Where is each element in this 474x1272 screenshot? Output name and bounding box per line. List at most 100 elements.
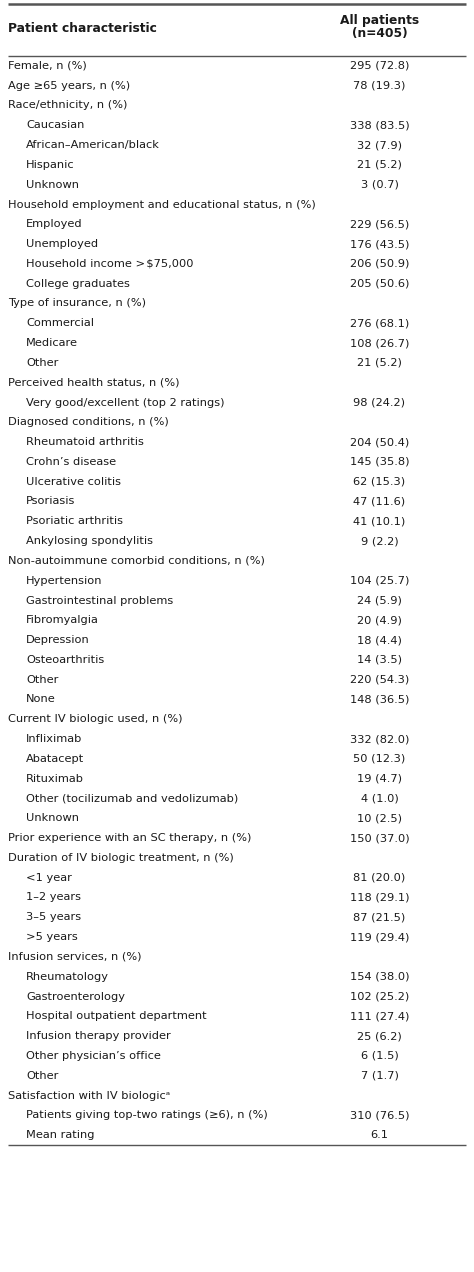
Text: 310 (76.5): 310 (76.5) (350, 1110, 409, 1121)
Text: Rheumatoid arthritis: Rheumatoid arthritis (26, 438, 144, 446)
Text: 229 (56.5): 229 (56.5) (350, 219, 409, 229)
Text: Hospital outpatient department: Hospital outpatient department (26, 1011, 207, 1021)
Text: 87 (21.5): 87 (21.5) (353, 912, 406, 922)
Text: 102 (25.2): 102 (25.2) (350, 991, 409, 1001)
Text: 4 (1.0): 4 (1.0) (361, 794, 398, 804)
Text: 41 (10.1): 41 (10.1) (353, 516, 406, 527)
Text: Non-autoimmune comorbid conditions, n (%): Non-autoimmune comorbid conditions, n (%… (8, 556, 265, 566)
Text: Depression: Depression (26, 635, 90, 645)
Text: African–American/black: African–American/black (26, 140, 160, 150)
Text: 118 (29.1): 118 (29.1) (350, 893, 409, 903)
Text: 14 (3.5): 14 (3.5) (357, 655, 402, 665)
Text: 81 (20.0): 81 (20.0) (353, 873, 406, 883)
Text: Unknown: Unknown (26, 179, 79, 190)
Text: None: None (26, 695, 56, 705)
Text: Psoriasis: Psoriasis (26, 496, 75, 506)
Text: 6.1: 6.1 (371, 1130, 389, 1140)
Text: 119 (29.4): 119 (29.4) (350, 932, 409, 943)
Text: 276 (68.1): 276 (68.1) (350, 318, 409, 328)
Text: 9 (2.2): 9 (2.2) (361, 536, 398, 546)
Text: Mean rating: Mean rating (26, 1130, 94, 1140)
Text: Ankylosing spondylitis: Ankylosing spondylitis (26, 536, 153, 546)
Text: Osteoarthritis: Osteoarthritis (26, 655, 104, 665)
Text: Caucasian: Caucasian (26, 121, 84, 130)
Text: Employed: Employed (26, 219, 82, 229)
Text: 25 (6.2): 25 (6.2) (357, 1032, 402, 1040)
Text: Other (tocilizumab and vedolizumab): Other (tocilizumab and vedolizumab) (26, 794, 238, 804)
Text: 32 (7.9): 32 (7.9) (357, 140, 402, 150)
Text: Psoriatic arthritis: Psoriatic arthritis (26, 516, 123, 527)
Text: Infliximab: Infliximab (26, 734, 82, 744)
Text: 204 (50.4): 204 (50.4) (350, 438, 409, 446)
Text: 205 (50.6): 205 (50.6) (350, 279, 409, 289)
Text: 78 (19.3): 78 (19.3) (353, 80, 406, 90)
Text: Crohn’s disease: Crohn’s disease (26, 457, 116, 467)
Text: 62 (15.3): 62 (15.3) (354, 477, 406, 487)
Text: 21 (5.2): 21 (5.2) (357, 160, 402, 170)
Text: 20 (4.9): 20 (4.9) (357, 616, 402, 626)
Text: Ulcerative colitis: Ulcerative colitis (26, 477, 121, 487)
Text: 98 (24.2): 98 (24.2) (354, 397, 405, 407)
Text: 3 (0.7): 3 (0.7) (361, 179, 399, 190)
Text: 6 (1.5): 6 (1.5) (361, 1051, 398, 1061)
Text: Other: Other (26, 1071, 58, 1081)
Text: Type of insurance, n (%): Type of insurance, n (%) (8, 299, 146, 309)
Text: Age ≥65 years, n (%): Age ≥65 years, n (%) (8, 80, 130, 90)
Text: 1–2 years: 1–2 years (26, 893, 81, 903)
Text: Unknown: Unknown (26, 813, 79, 823)
Text: Gastroenterology: Gastroenterology (26, 991, 125, 1001)
Text: 21 (5.2): 21 (5.2) (357, 357, 402, 368)
Text: Fibromyalgia: Fibromyalgia (26, 616, 99, 626)
Text: Commercial: Commercial (26, 318, 94, 328)
Text: 145 (35.8): 145 (35.8) (350, 457, 409, 467)
Text: 18 (4.4): 18 (4.4) (357, 635, 402, 645)
Text: (n=405): (n=405) (352, 27, 407, 39)
Text: Rheumatology: Rheumatology (26, 972, 109, 982)
Text: Race/ethnicity, n (%): Race/ethnicity, n (%) (8, 100, 128, 111)
Text: Medicare: Medicare (26, 338, 78, 349)
Text: Satisfaction with IV biologicᵃ: Satisfaction with IV biologicᵃ (8, 1090, 170, 1100)
Text: Household employment and educational status, n (%): Household employment and educational sta… (8, 200, 316, 210)
Text: 19 (4.7): 19 (4.7) (357, 773, 402, 784)
Text: 111 (27.4): 111 (27.4) (350, 1011, 409, 1021)
Text: 7 (1.7): 7 (1.7) (361, 1071, 399, 1081)
Text: Patient characteristic: Patient characteristic (8, 22, 157, 34)
Text: 3–5 years: 3–5 years (26, 912, 81, 922)
Text: 220 (54.3): 220 (54.3) (350, 674, 409, 684)
Text: Abatacept: Abatacept (26, 754, 84, 764)
Text: Infusion services, n (%): Infusion services, n (%) (8, 951, 142, 962)
Text: Infusion therapy provider: Infusion therapy provider (26, 1032, 171, 1040)
Text: 150 (37.0): 150 (37.0) (350, 833, 409, 843)
Text: Household income > $75,000: Household income > $75,000 (26, 259, 193, 268)
Text: Hypertension: Hypertension (26, 576, 102, 585)
Text: 47 (11.6): 47 (11.6) (354, 496, 406, 506)
Text: 10 (2.5): 10 (2.5) (357, 813, 402, 823)
Text: >5 years: >5 years (26, 932, 78, 943)
Text: 154 (38.0): 154 (38.0) (350, 972, 409, 982)
Text: 338 (83.5): 338 (83.5) (350, 121, 409, 130)
Text: Female, n (%): Female, n (%) (8, 61, 87, 71)
Text: Diagnosed conditions, n (%): Diagnosed conditions, n (%) (8, 417, 169, 427)
Text: 206 (50.9): 206 (50.9) (350, 259, 409, 268)
Text: All patients: All patients (340, 14, 419, 27)
Text: Unemployed: Unemployed (26, 239, 98, 249)
Text: Very good/excellent (top 2 ratings): Very good/excellent (top 2 ratings) (26, 397, 225, 407)
Text: 108 (26.7): 108 (26.7) (350, 338, 409, 349)
Text: <1 year: <1 year (26, 873, 72, 883)
Text: 176 (43.5): 176 (43.5) (350, 239, 409, 249)
Text: 332 (82.0): 332 (82.0) (350, 734, 409, 744)
Text: Hispanic: Hispanic (26, 160, 74, 170)
Text: Other: Other (26, 674, 58, 684)
Text: Rituximab: Rituximab (26, 773, 84, 784)
Text: Perceived health status, n (%): Perceived health status, n (%) (8, 378, 180, 388)
Text: 148 (36.5): 148 (36.5) (350, 695, 409, 705)
Text: 295 (72.8): 295 (72.8) (350, 61, 409, 71)
Text: Duration of IV biologic treatment, n (%): Duration of IV biologic treatment, n (%) (8, 854, 234, 862)
Text: Other physician’s office: Other physician’s office (26, 1051, 161, 1061)
Text: Patients giving top-two ratings (≥6), n (%): Patients giving top-two ratings (≥6), n … (26, 1110, 268, 1121)
Text: Gastrointestinal problems: Gastrointestinal problems (26, 595, 173, 605)
Text: 24 (5.9): 24 (5.9) (357, 595, 402, 605)
Text: 104 (25.7): 104 (25.7) (350, 576, 409, 585)
Text: 50 (12.3): 50 (12.3) (353, 754, 406, 764)
Text: Other: Other (26, 357, 58, 368)
